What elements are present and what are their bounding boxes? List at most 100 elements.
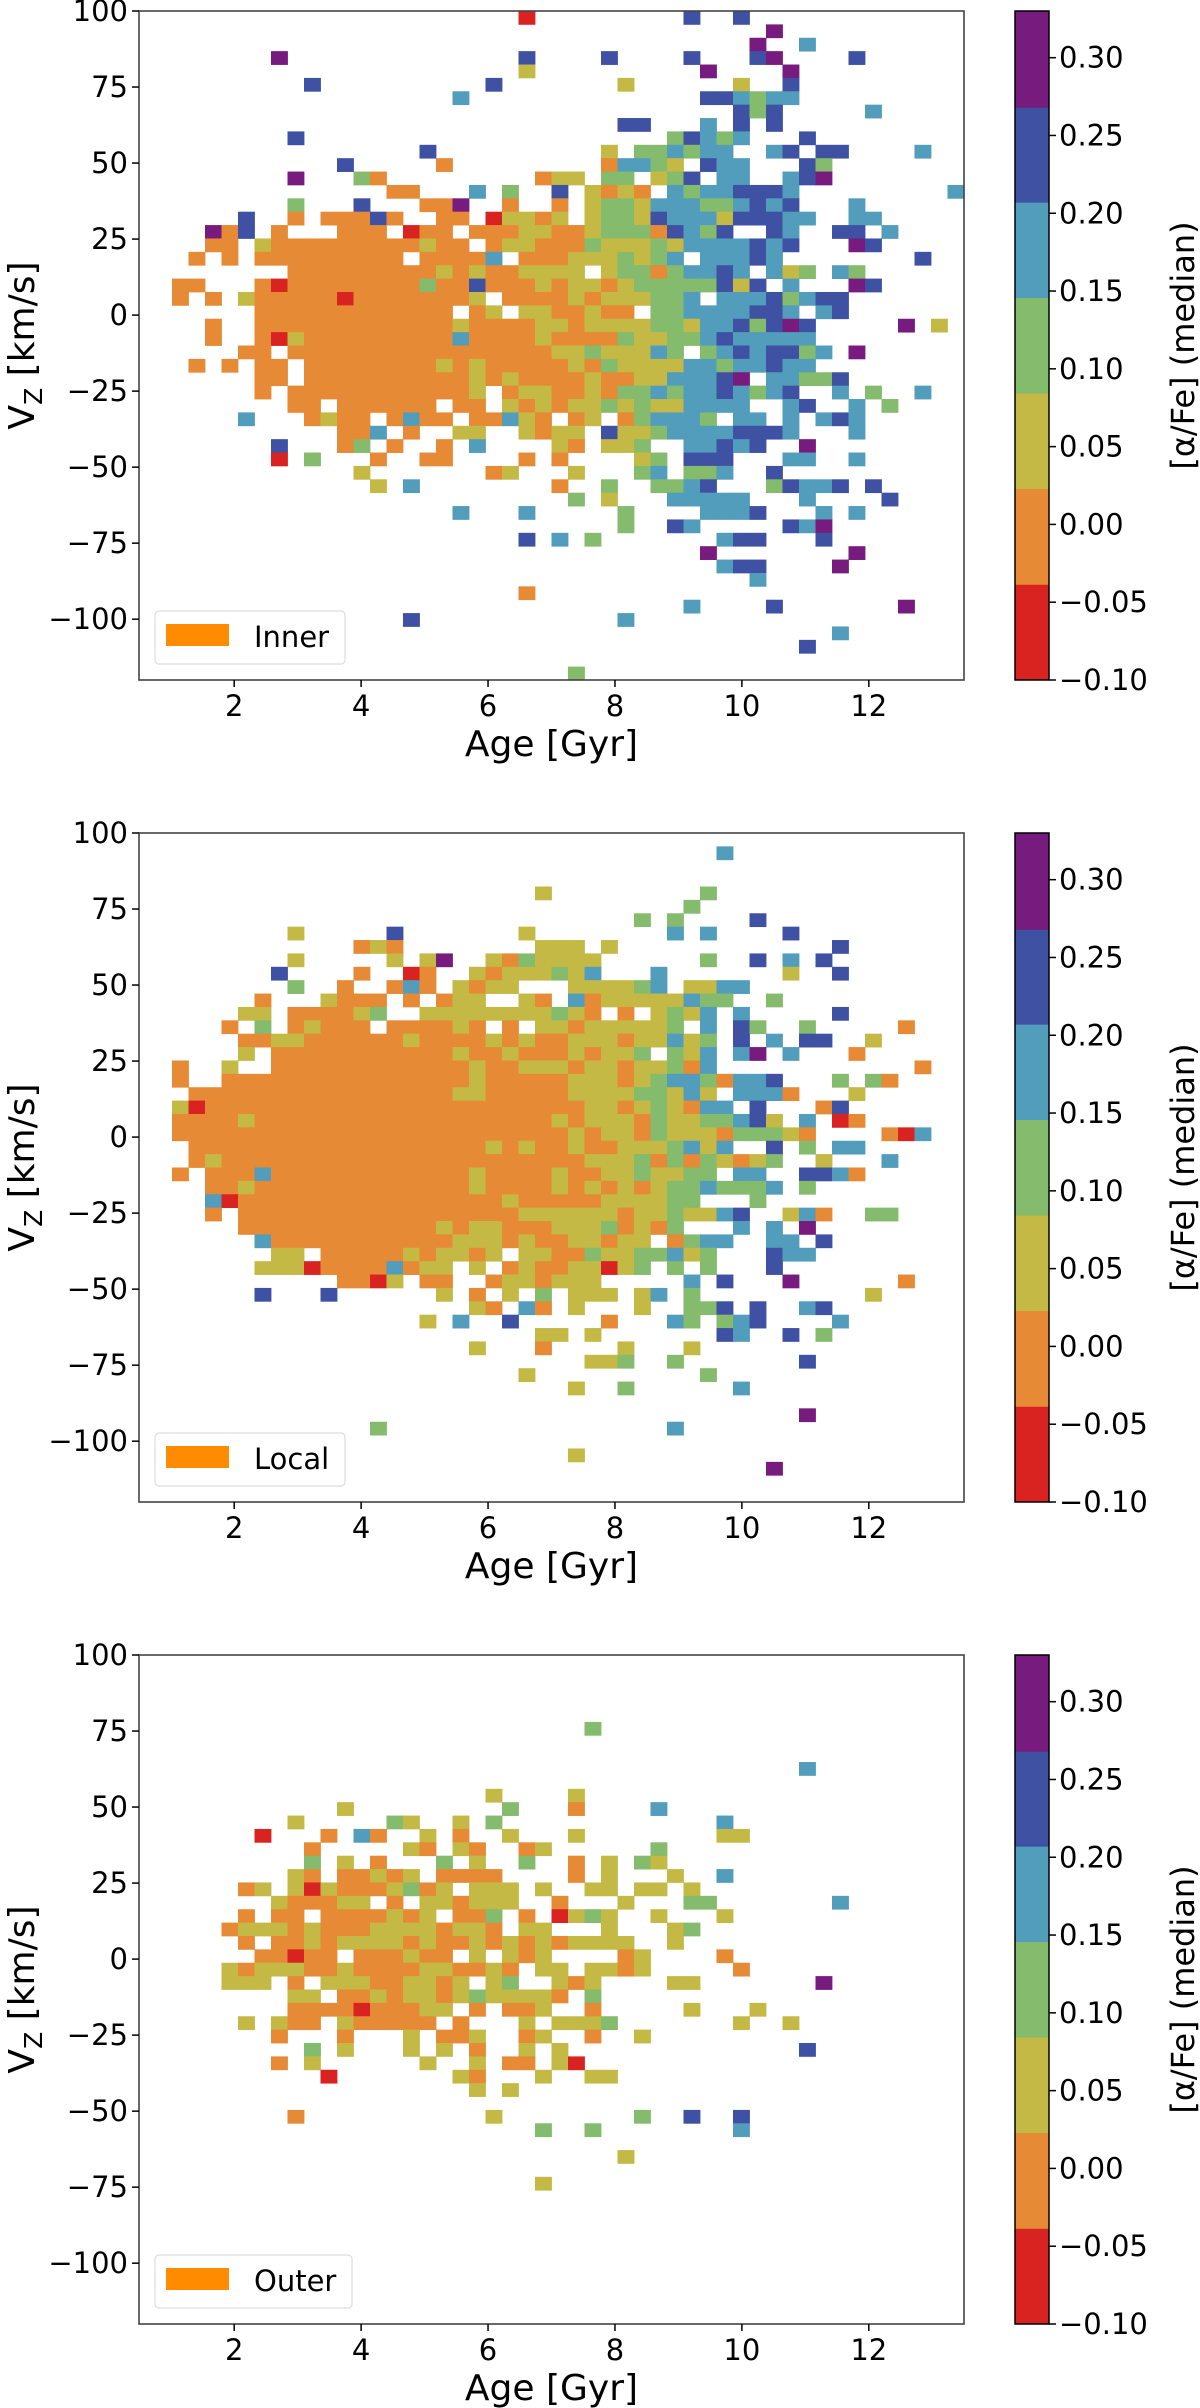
heatmap-cell	[617, 1100, 635, 1115]
heatmap-cell	[667, 251, 684, 266]
heatmap-cell	[601, 1127, 618, 1142]
heatmap-cell	[518, 225, 536, 239]
heatmap-cell	[601, 291, 618, 306]
heatmap-cell	[733, 1828, 750, 1843]
heatmap-cell	[617, 1381, 635, 1396]
heatmap-cell	[584, 1354, 602, 1369]
heatmap-cell	[287, 1154, 305, 1168]
heatmap-cell	[733, 91, 750, 106]
heatmap-cell	[337, 1247, 354, 1262]
heatmap-cell	[518, 211, 536, 226]
heatmap-cell	[419, 1167, 437, 1182]
heatmap-cell	[502, 1087, 519, 1101]
heatmap-cell	[700, 238, 717, 253]
heatmap-cell	[485, 1207, 503, 1222]
heatmap-cell	[469, 1882, 486, 1897]
heatmap-cell	[716, 1274, 734, 1289]
heatmap-cell	[304, 1261, 321, 1275]
heatmap-cell	[221, 1962, 239, 1977]
heatmap-cell	[568, 439, 585, 453]
heatmap-cell	[634, 1180, 651, 1195]
heatmap-cell	[568, 1855, 585, 1870]
heatmap-cell	[469, 1221, 486, 1235]
heatmap-cell	[551, 1033, 569, 1048]
heatmap-cell	[502, 1261, 519, 1275]
heatmap-cell	[683, 1140, 701, 1155]
heatmap-cell	[799, 37, 816, 52]
heatmap-cell	[700, 1301, 717, 1316]
heatmap-cell	[535, 953, 552, 968]
heatmap-cell	[469, 1033, 486, 1048]
colorbar-segment	[1015, 1751, 1049, 1847]
heatmap-cell	[337, 1882, 354, 1897]
heatmap-cell	[320, 1047, 338, 1061]
heatmap-cell	[650, 993, 668, 1008]
heatmap-cell	[271, 1194, 288, 1209]
heatmap-cell	[386, 211, 404, 226]
heatmap-cell	[370, 1274, 387, 1289]
heatmap-cell	[436, 1247, 453, 1262]
heatmap-cell	[386, 1087, 404, 1101]
heatmap-cell	[287, 1221, 305, 1235]
heatmap-cell	[386, 265, 404, 279]
heatmap-cell	[601, 492, 618, 507]
heatmap-cell	[485, 1154, 503, 1168]
heatmap-cell	[320, 1922, 338, 1937]
heatmap-cell	[667, 492, 684, 507]
colorbar-tick-label: 0.05	[1059, 2074, 1124, 2108]
heatmap-cell	[452, 1006, 470, 1021]
heatmap-cell	[733, 184, 750, 199]
heatmap-cell	[238, 1073, 255, 1088]
heatmap-cell	[700, 452, 717, 467]
legend: Inner	[154, 610, 346, 665]
heatmap-cell	[469, 439, 486, 453]
heatmap-cell	[568, 1167, 585, 1182]
heatmap-cell	[535, 1154, 552, 1168]
heatmap-cell	[716, 1207, 734, 1222]
heatmap-cell	[188, 251, 206, 266]
heatmap-cell	[535, 251, 552, 266]
heatmap-cell	[865, 278, 882, 293]
heatmap-cell	[337, 980, 354, 994]
heatmap-cell	[749, 1194, 767, 1209]
heatmap-cell	[502, 1207, 519, 1222]
heatmap-cell	[584, 291, 602, 306]
heatmap-cell	[287, 926, 305, 941]
heatmap-cell	[518, 399, 536, 413]
heatmap-cell	[733, 2016, 750, 2031]
heatmap-cell	[551, 171, 569, 186]
legend-label: Local	[254, 1442, 329, 1476]
heatmap-cell	[287, 1073, 305, 1088]
heatmap-cell	[650, 1167, 668, 1182]
heatmap-cell	[304, 318, 321, 333]
heatmap-cell	[502, 1274, 519, 1289]
heatmap-cell	[766, 1073, 783, 1088]
heatmap-cell	[386, 278, 404, 293]
heatmap-cell	[568, 291, 585, 306]
heatmap-cell	[469, 251, 486, 266]
heatmap-cell	[749, 953, 767, 968]
heatmap-cell	[386, 1033, 404, 1048]
heatmap-cell	[650, 479, 668, 494]
heatmap-cell	[766, 1221, 783, 1235]
heatmap-cell	[271, 2029, 288, 2044]
heatmap-cell	[634, 913, 651, 928]
heatmap-cell	[485, 1815, 503, 1830]
heatmap-cell	[419, 278, 437, 293]
heatmap-cell	[667, 238, 684, 253]
heatmap-cell	[320, 412, 338, 427]
heatmap-cell	[535, 1261, 552, 1275]
heatmap-cell	[782, 358, 800, 373]
heatmap-cell	[518, 1127, 536, 1142]
heatmap-cell	[634, 238, 651, 253]
heatmap-cell	[469, 1006, 486, 1021]
heatmap-cell	[650, 211, 668, 226]
heatmap-cell	[287, 1247, 305, 1262]
heatmap-cell	[370, 1113, 387, 1128]
heatmap-cell	[634, 439, 651, 453]
heatmap-cell	[683, 439, 701, 453]
heatmap-cell	[551, 318, 569, 333]
heatmap-cell	[799, 1180, 816, 1195]
heatmap-cell	[584, 238, 602, 253]
heatmap-cell	[403, 345, 420, 360]
